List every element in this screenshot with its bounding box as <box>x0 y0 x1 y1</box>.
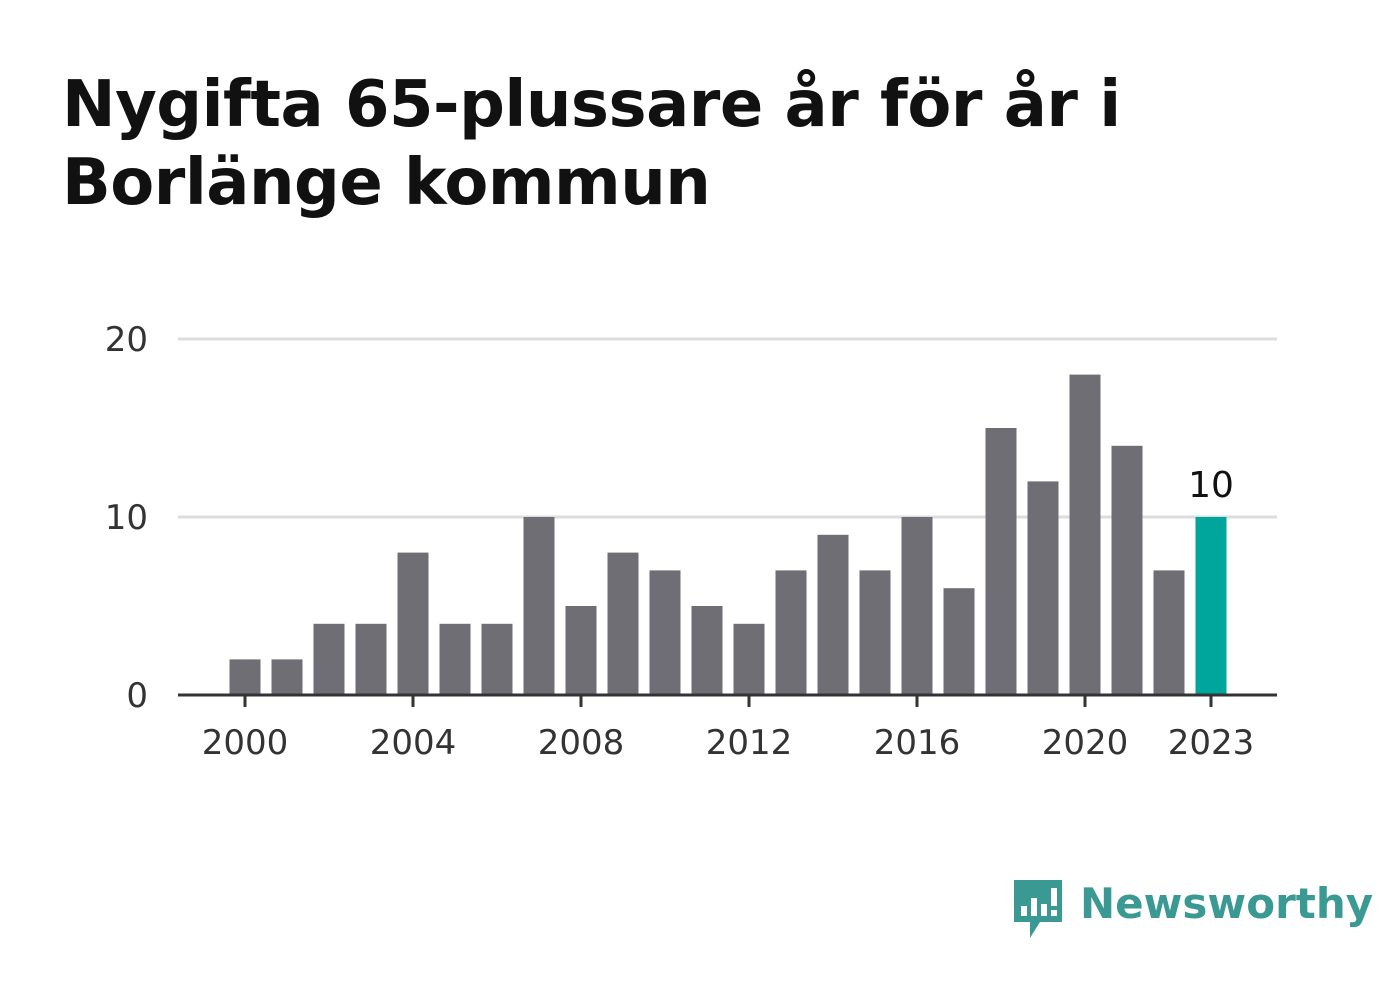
bar-2019 <box>1027 481 1059 695</box>
bar-2014 <box>817 534 849 695</box>
x-tick-label: 2020 <box>1042 723 1129 763</box>
newsworthy-brand: Newsworthy <box>1010 878 1373 942</box>
x-tick-label: 2016 <box>874 723 961 763</box>
newsworthy-logo-icon <box>1014 880 1062 938</box>
bar-2012 <box>733 623 765 695</box>
y-tick-label: 20 <box>105 320 148 360</box>
x-axis <box>178 693 1277 707</box>
x-tick-label: 2023 <box>1168 723 1255 763</box>
bar-2020 <box>1069 374 1101 695</box>
bar-2018 <box>985 428 1017 695</box>
x-tick-label: 2012 <box>706 723 793 763</box>
bar-2001 <box>271 659 303 695</box>
y-tick-label: 0 <box>126 676 148 716</box>
bar-2000 <box>229 659 261 695</box>
bar-2010 <box>649 570 681 695</box>
x-tick-label: 2000 <box>202 723 289 763</box>
bar-2002 <box>313 623 345 695</box>
data-label: 10 <box>1188 465 1234 506</box>
bar-2007 <box>523 517 555 695</box>
y-tick-label: 10 <box>105 498 148 538</box>
bar-2015 <box>859 570 891 695</box>
brand-name: Newsworthy <box>1080 879 1374 928</box>
bar-2004 <box>397 552 429 695</box>
bar-2011 <box>691 606 723 695</box>
bar-2013 <box>775 570 807 695</box>
bar-2017 <box>943 588 975 695</box>
x-tick-label: 2008 <box>538 723 625 763</box>
labels: 0 10 20 10 2000 2004 2008 2012 2016 2020 2023 <box>105 320 1255 763</box>
x-tick-label: 2004 <box>370 723 457 763</box>
bar-2021 <box>1111 445 1143 695</box>
bar-2005 <box>439 623 471 695</box>
bar-2003 <box>355 623 387 695</box>
bar-2006 <box>481 623 513 695</box>
chart-title: Nygifta 65-plussare år för år i Borlänge… <box>62 68 1121 220</box>
bar-2008 <box>565 606 597 695</box>
bar-2023 <box>1195 517 1227 695</box>
bar-2016 <box>901 517 933 695</box>
bar-2009 <box>607 552 639 695</box>
bars <box>229 374 1227 695</box>
bar-2022 <box>1153 570 1185 695</box>
